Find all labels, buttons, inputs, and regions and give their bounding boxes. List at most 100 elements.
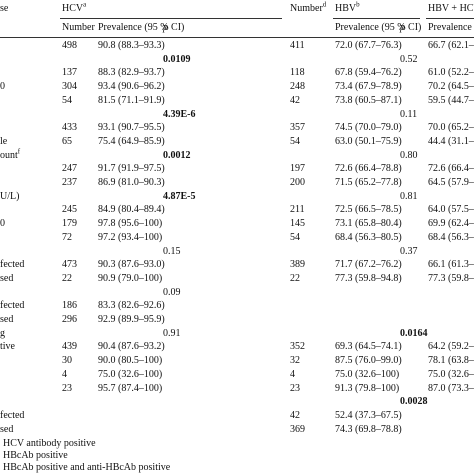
hbv-prevalence: 72.5 (66.5–78.5) [335,204,402,216]
row-label: sed [0,423,14,435]
row-label: sed [0,314,14,325]
hcv-prevalence: 75.4 (64.9–85.9) [98,135,165,147]
hbv-prevalence: 91.3 (79.8–100) [335,382,400,394]
hcv-prevalence: 90.9 (79.0–100) [98,272,163,284]
hbv-number: 145 [290,218,305,230]
hbv-p-value: 0.0028 [400,396,428,408]
row-label: fected [0,409,25,421]
hbv-prevalence: 75.0 (32.6–100) [335,368,400,380]
header-rule [60,18,282,19]
hcv-p-value-text: 0.0109 [163,53,191,65]
hbv-number: 54 [290,135,300,147]
hcv-number: 30 [62,355,72,367]
hcv-number: 304 [62,81,77,93]
hbv-prevalence: 73.1 (65.8–80.4) [335,218,402,230]
hbv-number: 54 [290,231,300,243]
hcv-p-value-text: 4.87E-5 [163,190,196,202]
hbv-number: 248 [290,81,305,93]
column-group-header: HCVa [62,0,87,15]
column-header: p [400,22,405,33]
hcv-p-value: 0.0012 [163,150,191,162]
hcv-p-value: 0.91 [163,327,181,339]
footnote-marker: a [83,0,87,9]
hcv-p-value: 0.0109 [163,54,191,66]
hbv-number: 411 [290,40,305,51]
hcv-prevalence: 90.0 (80.5–100) [98,355,163,367]
column-group-header-text: HBV + HCV [428,3,474,14]
hbv-p-value: 0.0164 [400,328,428,340]
column-group-header: HBVb [335,0,360,15]
hcv-number: 296 [62,314,77,325]
row-label: fected [0,259,25,271]
hcv-prevalence: 75.0 (32.6–100) [98,368,163,380]
hcv-number: 439 [62,341,77,353]
hbv-number: 200 [290,177,305,188]
hbv-number: 42 [290,409,300,421]
hbv-prevalence: 71.7 (67.2–76.2) [335,259,402,271]
hbv-number: 369 [290,423,305,435]
hbv-number: 23 [290,382,300,394]
row-label: tive [0,341,15,353]
hcv-prevalence: 93.1 (90.7–95.5) [98,122,165,134]
hcv-prevalence: 90.8 (88.3–93.3) [98,40,165,51]
column-group-header-text: HBV [335,3,357,14]
hcv-number: 65 [62,135,72,147]
column-group-header-text: HCV [62,3,84,14]
column-group-header: se [0,3,8,15]
hbv-hcv-prevalence: 44.4 (31.1–57.7) [428,135,474,147]
hbv-prevalence: 69.3 (64.5–74.1) [335,341,402,353]
hbv-prevalence: 72.6 (66.4–78.8) [335,163,402,175]
hbv-number: 357 [290,122,305,134]
hcv-prevalence: 93.4 (90.6–96.2) [98,81,165,93]
hbv-p-value-text: 0.0164 [400,327,428,339]
row-label: ountf [0,148,20,162]
hcv-prevalence: 91.7 (91.9–97.5) [98,163,165,175]
hcv-p-value-text: 0.0012 [163,149,191,161]
hcv-prevalence: 95.7 (87.4–100) [98,382,163,394]
hbv-p-value: 0.81 [400,190,418,202]
hbv-p-value: 0.11 [400,108,418,120]
hcv-number: 245 [62,204,77,216]
column-group-header-text: se [0,3,9,14]
hbv-hcv-prevalence: 77.3 (59.8–94.8) [428,272,474,284]
hcv-number: 23 [62,382,72,394]
hbv-p-value: 0.37 [400,245,418,257]
row-label: fected [0,300,25,312]
hbv-number: 211 [290,204,305,216]
hbv-number: 118 [290,67,305,79]
header-rule [333,18,420,19]
hcv-number: 473 [62,259,77,271]
hbv-prevalence: 73.4 (67.9–78.9) [335,81,402,93]
hcv-prevalence: 90.3 (87.6–93.0) [98,259,165,271]
hcv-number: 22 [62,272,72,284]
column-header: Prevalence (95 % CI) [428,22,474,33]
footnote-marker: b [356,0,360,9]
hbv-hcv-prevalence: 75.0 (32.6–100) [428,368,474,380]
hbv-hcv-prevalence: 69.9 (62.4–77.4) [428,218,474,230]
footnote-marker: d [322,0,327,9]
hcv-prevalence: 92.9 (89.9–95.9) [98,314,165,325]
footnote: HBcAb positive [3,450,68,462]
hcv-number: 179 [62,218,77,230]
hbv-p-value-text: 0.0028 [400,396,428,408]
hbv-hcv-prevalence: 66.1 (61.3–70.9) [428,259,474,271]
footnote: HCV antibody positive [3,438,96,450]
hcv-prevalence: 81.5 (71.1–91.9) [98,94,165,106]
row-label: sed [0,272,14,284]
hcv-number: 54 [62,94,72,106]
hbv-hcv-prevalence: 87.0 (73.3–100) [428,382,474,394]
hbv-hcv-prevalence: 64.2 (59.2–69.2) [428,341,474,353]
hbv-prevalence: 63.0 (50.1–75.9) [335,135,402,147]
column-group-header: Numberd [290,0,327,15]
hbv-hcv-prevalence: 72.6 (66.4–78.8) [428,163,474,175]
hbv-hcv-prevalence: 66.7 (62.1–71.3) [428,40,474,51]
hcv-p-value: 0.15 [163,245,181,257]
hbv-hcv-prevalence: 78.1 (63.8–92.4) [428,355,474,367]
row-label: U/L) [0,190,20,202]
hcv-prevalence: 83.3 (82.6–92.6) [98,300,165,312]
column-header: Prevalence (95 % CI) [335,22,422,33]
hbv-number: 197 [290,163,305,175]
column-header: Prevalence (95 % CI) [98,22,185,33]
hbv-number: 22 [290,272,300,284]
